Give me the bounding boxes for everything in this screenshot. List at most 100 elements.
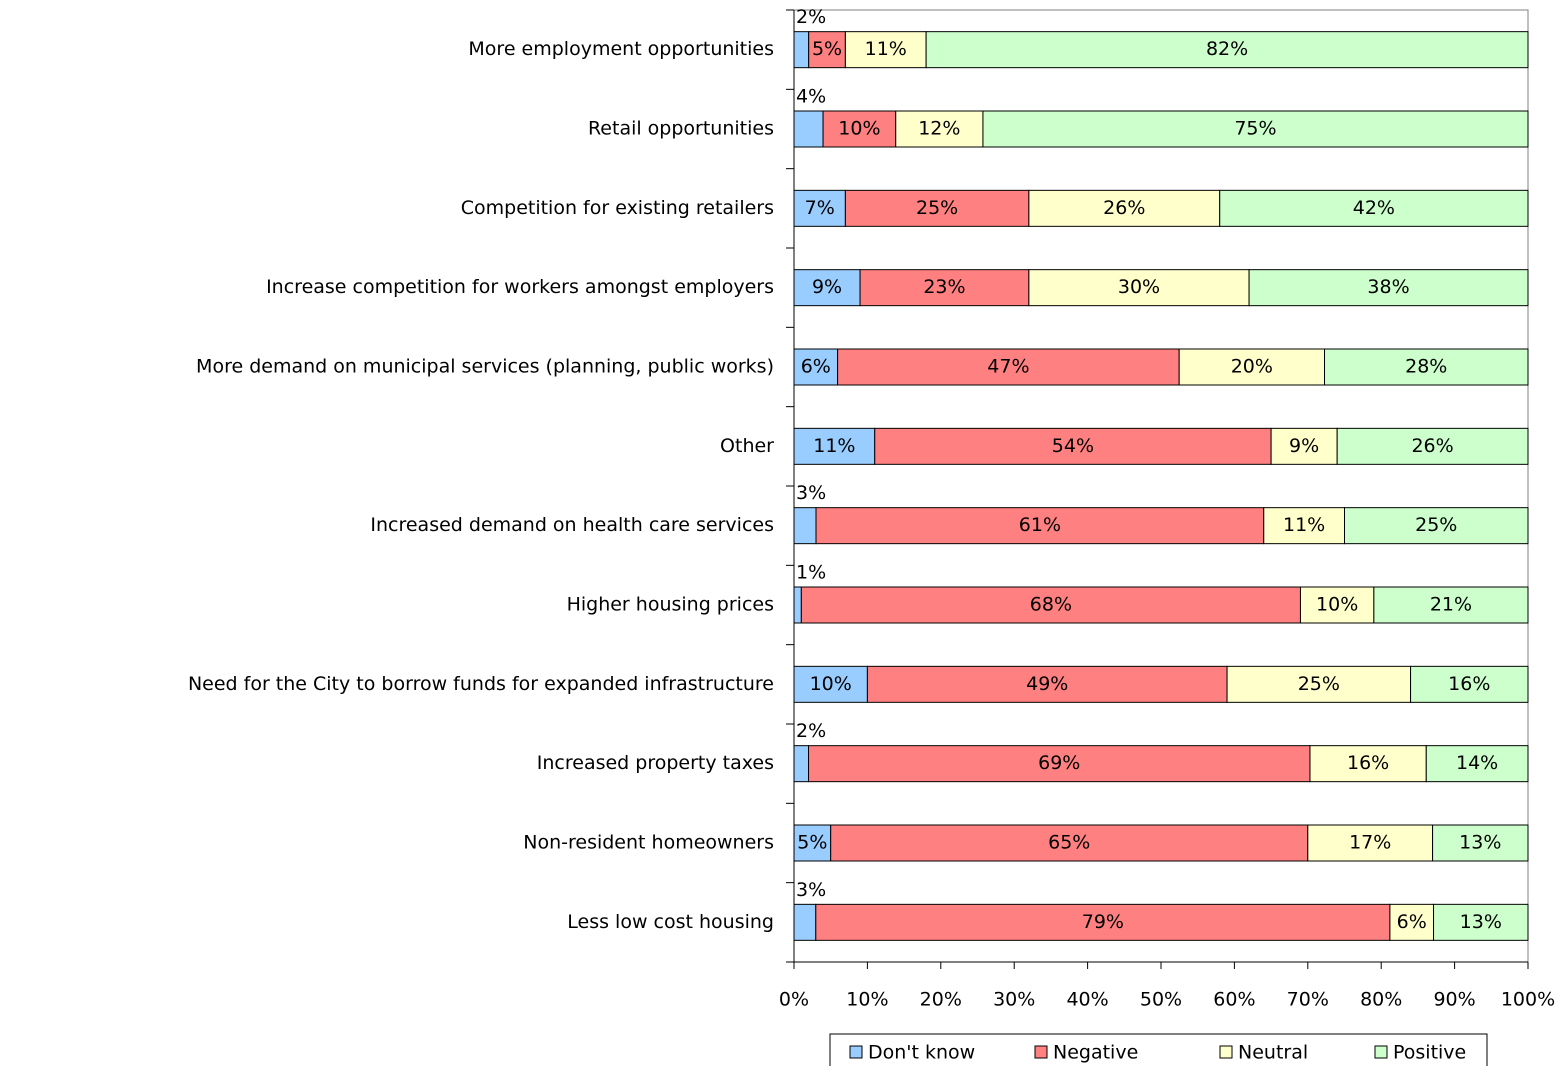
bar-segment [1410, 665, 1529, 703]
data-label: 3% [796, 482, 826, 504]
bar-segment [830, 824, 1309, 862]
data-label: 10% [838, 118, 880, 140]
bar-segment [1226, 665, 1412, 703]
data-label: 13% [1460, 911, 1502, 933]
bar-segment [808, 31, 846, 69]
data-label: 1% [796, 562, 826, 584]
x-tick-label: 100% [1501, 989, 1555, 1011]
plot-frame [793, 9, 1529, 963]
x-tick-label: 80% [1360, 989, 1402, 1011]
data-label: 9% [812, 276, 842, 298]
bar-segment [793, 427, 876, 465]
bar-segment [1028, 269, 1250, 307]
data-label: 2% [796, 720, 826, 742]
legend-label: Negative [1053, 1042, 1138, 1064]
bar-segment [1373, 586, 1529, 624]
data-label: 11% [813, 435, 855, 457]
data-label: 21% [1430, 594, 1472, 616]
category-label: Increased property taxes [537, 752, 774, 774]
data-label: 38% [1367, 276, 1409, 298]
x-tick-label: 60% [1213, 989, 1255, 1011]
data-label: 82% [1206, 38, 1248, 60]
bar-segment [1433, 903, 1529, 941]
bar-segment [793, 110, 824, 148]
bar-segment [844, 189, 1030, 227]
bar-segment [793, 269, 861, 307]
legend: Don't know Negative Neutral Positive [829, 1033, 1488, 1066]
x-tick-label: 70% [1287, 989, 1329, 1011]
data-label: 79% [1082, 911, 1124, 933]
bar-segment [844, 31, 927, 69]
x-tick-label: 0% [779, 989, 809, 1011]
data-label: 10% [810, 673, 852, 695]
legend-label: Neutral [1238, 1042, 1308, 1064]
bar-segment [1336, 427, 1529, 465]
data-label: 20% [1231, 356, 1273, 378]
category-label: Increase competition for workers amongst… [266, 276, 774, 298]
bar-segment [1432, 824, 1529, 862]
bar-segment [1178, 348, 1326, 386]
bar-segment [859, 269, 1030, 307]
bar-segment [1324, 348, 1529, 386]
data-label: 25% [1298, 673, 1340, 695]
category-label: Competition for existing retailers [461, 197, 774, 219]
legend-swatch [1034, 1045, 1048, 1059]
data-label: 28% [1405, 356, 1447, 378]
x-tick-label: 20% [920, 989, 962, 1011]
bar-segment [982, 110, 1529, 148]
data-label: 16% [1347, 752, 1389, 774]
data-label: 75% [1234, 118, 1276, 140]
legend-swatch [1219, 1045, 1233, 1059]
x-tick-label: 10% [846, 989, 888, 1011]
bar-segment [1248, 269, 1529, 307]
data-label: 6% [801, 356, 831, 378]
data-label: 11% [865, 38, 907, 60]
bar-segment [815, 903, 1391, 941]
data-label: 17% [1349, 832, 1391, 854]
data-label: 65% [1048, 832, 1090, 854]
bar-segment [793, 31, 810, 69]
legend-label: Positive [1393, 1042, 1466, 1064]
bar-segment [793, 824, 832, 862]
data-label: 5% [812, 38, 842, 60]
bar-segment [815, 507, 1265, 545]
data-label: 54% [1052, 435, 1094, 457]
category-label: Retail opportunities [588, 118, 774, 140]
bar-segment [793, 189, 846, 227]
data-label: 5% [797, 832, 827, 854]
data-label: 69% [1038, 752, 1080, 774]
bar-segment [1344, 507, 1529, 545]
data-label: 4% [796, 86, 826, 108]
data-label: 9% [1289, 435, 1319, 457]
x-tick-label: 50% [1140, 989, 1182, 1011]
x-tick-label: 90% [1433, 989, 1475, 1011]
data-label: 16% [1448, 673, 1490, 695]
bar-segment [793, 586, 802, 624]
category-label: More demand on municipal services (plann… [196, 356, 774, 378]
bar-segment [793, 745, 810, 783]
data-label: 47% [987, 356, 1029, 378]
category-label: Higher housing prices [567, 594, 774, 616]
category-label: Increased demand on health care services [370, 514, 774, 536]
data-label: 61% [1019, 514, 1061, 536]
category-label: More employment opportunities [468, 38, 774, 60]
bar-segment [1425, 745, 1529, 783]
bar-segment [793, 903, 817, 941]
data-label: 6% [1397, 911, 1427, 933]
bar-segment [822, 110, 897, 148]
bar-segment [837, 348, 1180, 386]
data-label: 12% [918, 118, 960, 140]
data-label: 30% [1118, 276, 1160, 298]
legend-label: Don't know [868, 1042, 975, 1064]
bar-segment [808, 745, 1311, 783]
data-label: 25% [916, 197, 958, 219]
data-label: 11% [1283, 514, 1325, 536]
data-label: 26% [1411, 435, 1453, 457]
bar-segment [925, 31, 1529, 69]
category-label: Need for the City to borrow funds for ex… [188, 673, 774, 695]
category-label: Non-resident homeowners [523, 832, 774, 854]
x-tick-label: 30% [993, 989, 1035, 1011]
data-label: 23% [923, 276, 965, 298]
data-label: 42% [1353, 197, 1395, 219]
data-label: 13% [1459, 832, 1501, 854]
